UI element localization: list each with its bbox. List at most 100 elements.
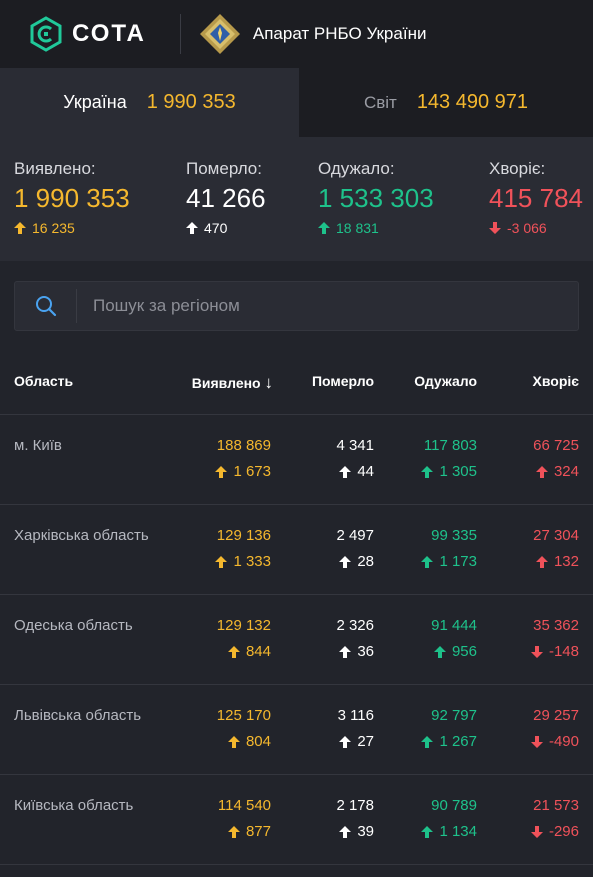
row-sick-value: 29 257 (533, 707, 579, 724)
row-detected-delta-value: 1 333 (233, 553, 271, 570)
row-recovered-delta-value: 1 173 (439, 553, 477, 570)
row-died-cell: 2 497 28 (336, 527, 374, 570)
row-sick-cell: 27 304 132 (533, 527, 579, 570)
arrow-up-icon (227, 825, 240, 838)
arrow-down-icon (489, 222, 501, 234)
stat-died-delta-value: 470 (204, 220, 228, 236)
row-recovered-value: 92 797 (431, 707, 477, 724)
col-died-header[interactable]: Померло (311, 373, 374, 389)
tab-world[interactable]: Світ 143 490 971 (299, 68, 593, 137)
table-row[interactable]: м. Київ 188 869 1 673 4 341 44 117 803 1… (0, 415, 593, 505)
row-recovered-cell: 91 444 956 (431, 617, 477, 660)
row-detected-value: 114 540 (217, 797, 271, 814)
stat-detected-value: 1 990 353 (14, 183, 130, 213)
row-recovered-delta-value: 1 267 (439, 733, 477, 750)
arrow-up-icon (433, 645, 446, 658)
row-sick-delta-value: 324 (553, 463, 579, 480)
table-row[interactable]: Харківська область 129 136 1 333 2 497 2… (0, 505, 593, 595)
row-recovered-value: 90 789 (431, 797, 477, 814)
search-icon[interactable] (15, 289, 77, 323)
stat-recovered-label: Одужало: (318, 159, 395, 178)
arrow-up-icon (535, 555, 548, 568)
row-sick-delta: 324 (533, 463, 579, 480)
stat-sick-value: 415 784 (489, 183, 583, 213)
row-detected-cell: 129 132 844 (217, 617, 271, 660)
row-sick-value: 35 362 (533, 617, 579, 634)
row-region-name: Харківська область (14, 527, 149, 544)
row-died-delta: 27 (338, 733, 374, 750)
row-detected-delta: 877 (218, 823, 271, 840)
row-sick-value: 27 304 (533, 527, 579, 544)
arrow-up-icon (421, 555, 434, 568)
stat-detected-delta-value: 16 235 (32, 220, 75, 236)
row-died-cell: 2 178 39 (336, 797, 374, 840)
row-sick-delta: -148 (530, 643, 579, 660)
tab-ukraine-label: Україна (63, 92, 127, 112)
arrow-up-icon (421, 735, 434, 748)
stat-sick-label: Хворіє: (489, 159, 546, 178)
col-sick-header[interactable]: Хворіє (532, 373, 579, 389)
sota-logo-icon (30, 16, 62, 52)
row-died-cell: 3 116 27 (338, 707, 374, 750)
search-section (0, 261, 593, 331)
stat-died-label: Померло: (186, 159, 262, 178)
stat-recovered: Одужало: 1 533 303 18 831 (318, 159, 434, 236)
rnbo-emblem-icon (199, 14, 240, 54)
row-died-delta-value: 28 (357, 553, 374, 570)
arrow-up-icon (339, 555, 352, 568)
row-died-delta: 44 (336, 463, 374, 480)
row-recovered-cell: 92 797 1 267 (421, 707, 477, 750)
row-died-value: 4 341 (336, 437, 374, 454)
row-detected-delta: 844 (217, 643, 271, 660)
row-died-value: 3 116 (337, 707, 374, 724)
search-input[interactable] (77, 296, 578, 316)
row-died-delta-value: 36 (357, 643, 374, 660)
col-region-header[interactable]: Область (14, 373, 74, 389)
row-died-delta: 28 (336, 553, 374, 570)
row-recovered-delta: 1 305 (421, 463, 477, 480)
row-detected-value: 188 869 (216, 437, 271, 454)
table-row[interactable]: Львівська область 125 170 804 3 116 27 9… (0, 685, 593, 775)
col-detected-label: Виявлено (191, 375, 261, 391)
row-sick-value: 21 573 (533, 797, 579, 814)
search-box (14, 281, 579, 331)
row-detected-cell: 125 170 804 (217, 707, 271, 750)
region-tabs: Україна 1 990 353 Світ 143 490 971 (0, 68, 593, 137)
stat-sick: Хворіє: 415 784 -3 066 (489, 159, 583, 236)
row-detected-cell: 114 540 877 (218, 797, 271, 840)
stat-sick-delta: -3 066 (489, 220, 583, 236)
row-recovered-delta-value: 1 134 (439, 823, 477, 840)
row-recovered-delta: 1 267 (421, 733, 477, 750)
row-sick-delta: -490 (530, 733, 579, 750)
tab-ukraine[interactable]: Україна 1 990 353 (0, 68, 299, 137)
row-detected-cell: 129 136 1 333 (215, 527, 271, 570)
table-header: Область Виявлено ↓ Померло Одужало Хворі… (0, 331, 593, 415)
row-region-name: Київська область (14, 797, 134, 814)
arrow-up-icon (339, 825, 352, 838)
row-died-delta-value: 39 (357, 823, 374, 840)
row-detected-delta: 804 (217, 733, 271, 750)
partner-link[interactable]: Апарат РНБО України (199, 13, 426, 55)
col-recovered-header[interactable]: Одужало (414, 373, 477, 389)
sota-logo[interactable]: СОТА (28, 16, 146, 52)
top-bar: СОТА Апарат РНБО України (0, 0, 593, 68)
row-died-delta-value: 44 (357, 463, 374, 480)
row-sick-cell: 21 573 -296 (530, 797, 579, 840)
arrow-up-icon (421, 465, 434, 478)
row-recovered-value: 99 335 (431, 527, 477, 544)
row-sick-delta-value: 132 (553, 553, 579, 570)
tab-ukraine-value: 1 990 353 (146, 91, 236, 113)
row-detected-delta-value: 804 (245, 733, 271, 750)
arrow-up-icon (215, 555, 228, 568)
row-recovered-value: 117 803 (423, 437, 477, 454)
arrow-down-icon (530, 645, 543, 658)
row-recovered-delta: 1 134 (421, 823, 477, 840)
table-row[interactable]: Одеська область 129 132 844 2 326 36 91 … (0, 595, 593, 685)
row-sick-delta: 132 (533, 553, 579, 570)
row-detected-value: 129 136 (216, 527, 271, 544)
stat-died-delta: 470 (186, 220, 266, 236)
table-row[interactable]: Київська область 114 540 877 2 178 39 90… (0, 775, 593, 865)
row-detected-delta-value: 844 (245, 643, 271, 660)
row-detected-cell: 188 869 1 673 (215, 437, 271, 480)
col-detected-header[interactable]: Виявлено ↓ (192, 373, 273, 393)
